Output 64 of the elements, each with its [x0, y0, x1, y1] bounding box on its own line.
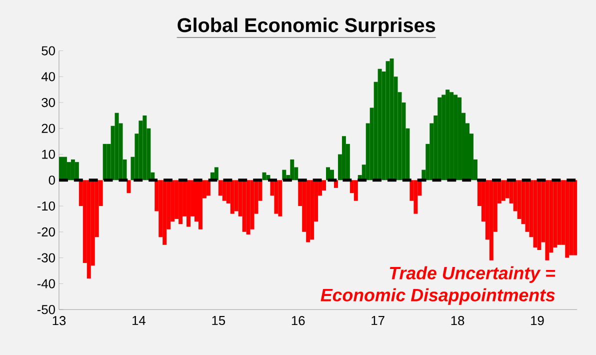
bar — [206, 180, 210, 196]
annotation: Trade Uncertainty = — [390, 266, 556, 283]
bar — [390, 58, 394, 180]
bar — [59, 156, 63, 180]
x-tick-label: 16 — [292, 316, 305, 325]
x-tick-label: 18 — [451, 316, 464, 325]
bar — [230, 180, 234, 214]
bar — [378, 68, 382, 180]
y-tick-label: 10 — [42, 150, 55, 159]
bar — [458, 97, 462, 180]
bar — [573, 180, 578, 256]
y-tick-label: -40 — [37, 278, 55, 288]
y-tick-label: 50 — [42, 46, 55, 56]
bar — [178, 180, 183, 224]
bar — [222, 180, 226, 201]
bar — [414, 180, 418, 214]
bar — [386, 60, 390, 180]
x-tick-label: 15 — [212, 316, 226, 325]
bar — [102, 144, 107, 180]
x-tick-label: 13 — [52, 316, 66, 325]
bar — [438, 97, 442, 180]
bar — [545, 180, 550, 260]
bar — [569, 180, 574, 256]
bar — [62, 156, 67, 180]
x-tick-label: 19 — [531, 316, 544, 325]
bar — [557, 180, 562, 245]
bar — [537, 180, 542, 250]
bar — [354, 180, 358, 201]
bar — [310, 180, 314, 240]
bar — [246, 180, 250, 234]
bar — [565, 180, 570, 258]
y-tick-label: 0 — [48, 175, 55, 185]
y-tick-label: -50 — [37, 304, 55, 314]
bar — [214, 167, 218, 180]
bar — [278, 180, 282, 216]
bar — [489, 180, 494, 260]
bar — [306, 180, 310, 242]
chart-title: Global Economic Surprises — [178, 17, 436, 36]
x-tick-label: 14 — [132, 316, 146, 325]
bar — [198, 180, 202, 230]
bar — [142, 115, 147, 180]
bar — [86, 180, 91, 278]
bar — [114, 112, 119, 180]
bar — [446, 89, 450, 180]
y-tick-label: -20 — [37, 227, 55, 236]
bar — [454, 94, 458, 180]
bar — [274, 180, 278, 214]
y-tick-label: -30 — [37, 253, 55, 262]
y-tick-label: -10 — [37, 201, 55, 210]
y-tick-label: 40 — [41, 72, 55, 82]
x-tick-label: 17 — [372, 316, 384, 325]
bar — [186, 180, 191, 227]
bar — [501, 180, 506, 201]
bar — [450, 92, 454, 180]
y-tick-label: 20 — [42, 124, 55, 133]
bar — [326, 167, 330, 180]
bar — [162, 180, 167, 245]
bar — [70, 159, 75, 180]
bar — [290, 159, 294, 180]
bar — [242, 180, 246, 232]
bar — [74, 162, 79, 180]
bar — [342, 136, 346, 180]
y-tick-label: 30 — [42, 98, 55, 107]
annotation: Economic Disappointments — [320, 288, 555, 305]
